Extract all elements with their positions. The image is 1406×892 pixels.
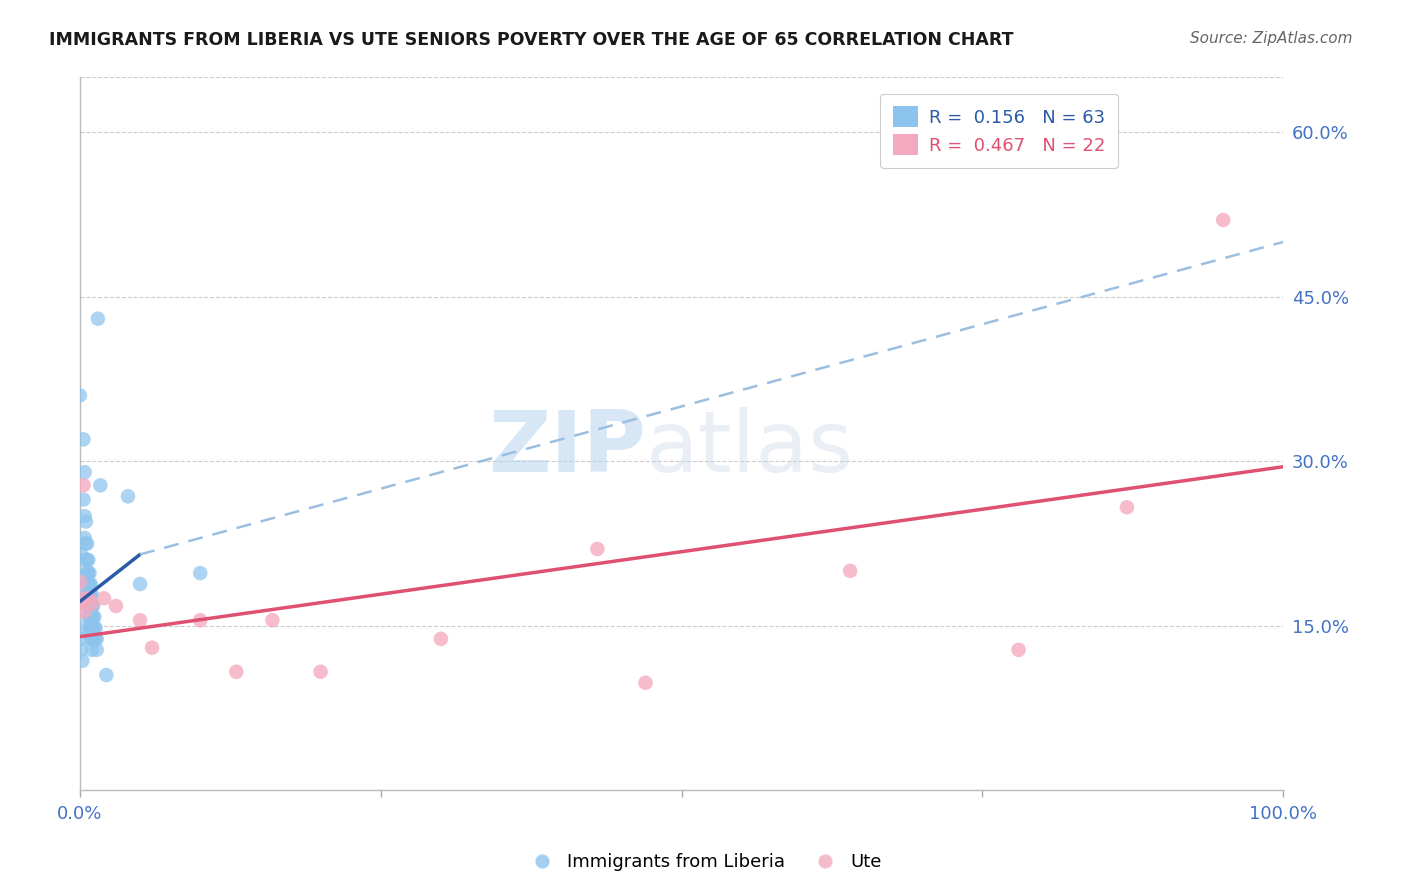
Point (79, 621, 101, 635)
Point (82, 599, 104, 613)
Point (72, 478, 94, 492)
Point (1212, 213, 1234, 227)
Point (80, 599, 103, 613)
Point (82, 621, 104, 635)
Point (72, 591, 94, 606)
Legend: Immigrants from Liberia, Ute: Immigrants from Liberia, Ute (517, 847, 889, 879)
Point (83, 632, 105, 646)
Point (77, 553, 100, 567)
Point (77, 577, 100, 591)
Point (70, 632, 93, 646)
Point (80, 643, 103, 657)
Point (93, 591, 115, 606)
Point (69, 597, 91, 611)
Point (75, 515, 97, 529)
Point (80, 610, 103, 624)
Point (86, 643, 108, 657)
Point (72, 654, 94, 668)
Point (77, 566, 100, 580)
Text: Source: ZipAtlas.com: Source: ZipAtlas.com (1189, 31, 1353, 46)
Point (141, 640, 163, 655)
Point (83, 621, 105, 635)
Point (77, 610, 100, 624)
Point (76, 553, 98, 567)
Point (104, 599, 127, 613)
Point (76, 588, 98, 602)
Point (188, 613, 211, 627)
Point (70, 548, 93, 562)
Point (70, 643, 93, 657)
Point (84, 632, 107, 646)
Point (76, 599, 98, 613)
Legend: R =  0.156   N = 63, R =  0.467   N = 22: R = 0.156 N = 63, R = 0.467 N = 22 (880, 94, 1118, 168)
Point (77, 599, 100, 613)
Point (80, 597, 103, 611)
Point (117, 489, 139, 503)
Point (80, 632, 103, 646)
Point (79, 588, 101, 602)
Point (80, 577, 103, 591)
Text: IMMIGRANTS FROM LIBERIA VS UTE SENIORS POVERTY OVER THE AGE OF 65 CORRELATION CH: IMMIGRANTS FROM LIBERIA VS UTE SENIORS P… (49, 31, 1014, 49)
Point (89, 478, 111, 492)
Text: atlas: atlas (645, 407, 853, 490)
Point (77, 588, 100, 602)
Point (188, 566, 211, 580)
Point (839, 564, 862, 578)
Point (75, 553, 97, 567)
Point (634, 675, 657, 690)
Point (129, 577, 152, 591)
Text: ZIP: ZIP (488, 407, 645, 490)
Point (96, 668, 118, 682)
Point (73, 604, 96, 618)
Point (75, 580, 97, 594)
Point (69, 388, 91, 402)
Point (76, 536, 98, 550)
Point (129, 613, 152, 627)
Point (83, 610, 105, 624)
Point (76, 574, 98, 589)
Point (72, 492, 94, 507)
Point (82, 632, 104, 646)
Point (586, 541, 609, 556)
Point (84, 621, 107, 635)
Point (80, 599, 103, 613)
Point (75, 569, 97, 583)
Point (79, 566, 101, 580)
Point (73, 531, 96, 545)
Point (86, 632, 108, 646)
Point (1115, 500, 1137, 515)
Point (225, 665, 247, 679)
Point (430, 632, 453, 646)
Point (80, 621, 103, 635)
Point (73, 465, 96, 479)
Point (80, 621, 103, 635)
Point (309, 665, 332, 679)
Point (76, 564, 98, 578)
Point (87, 311, 110, 326)
Point (79, 577, 101, 591)
Point (82, 610, 104, 624)
Point (79, 599, 101, 613)
Point (72, 432, 94, 446)
Point (73, 509, 96, 524)
Point (69, 574, 91, 589)
Point (262, 613, 284, 627)
Point (80, 588, 103, 602)
Point (1007, 643, 1029, 657)
Point (79, 610, 101, 624)
Point (69, 621, 91, 635)
Point (80, 610, 103, 624)
Point (80, 632, 103, 646)
Point (75, 536, 97, 550)
Point (80, 588, 103, 602)
Point (77, 591, 100, 606)
